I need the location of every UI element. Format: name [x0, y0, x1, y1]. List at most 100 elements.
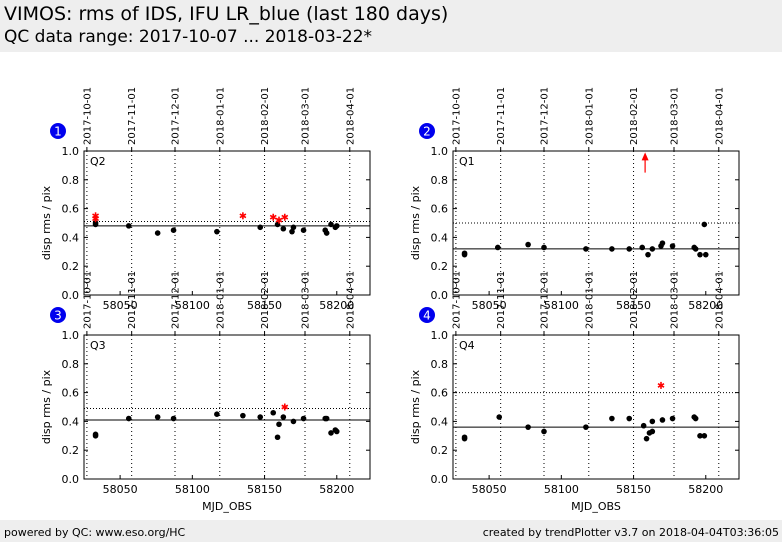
data-point — [328, 430, 334, 436]
panel-number-badge — [50, 123, 66, 139]
outlier-stroke — [281, 404, 289, 410]
panel-number-badge — [419, 123, 435, 139]
outlier-marker — [275, 216, 283, 224]
trend-plot: 2017-10-01 2017-11-01 2017-12-01 2018-01-01… — [40, 87, 740, 513]
x-tick-label: 58200 — [688, 483, 723, 496]
data-point — [649, 418, 656, 425]
date-tick-label: 2018-04-01 — [714, 271, 725, 329]
data-point — [300, 227, 307, 233]
y-tick-label: 0.8 — [431, 358, 449, 371]
date-tick-label: 2018-02-01 — [260, 87, 271, 145]
outlier-stroke — [275, 217, 283, 223]
y-tick-label: 0.4 — [431, 415, 449, 428]
data-point — [640, 422, 647, 429]
data-point — [289, 228, 295, 235]
x-tick-label: 58050 — [103, 483, 138, 496]
y-axis-label: disp rms / pix — [40, 369, 53, 444]
data-point — [702, 251, 709, 258]
outlier-stroke — [269, 214, 277, 220]
data-point — [645, 251, 651, 258]
data-point — [170, 415, 177, 422]
panel-label: Q2 — [90, 155, 106, 168]
y-tick-label: 1.0 — [431, 329, 449, 342]
data-point — [626, 246, 633, 252]
panel-1: 2017-10-01 2017-11-01 2017-12-01 2018-01-01… — [40, 87, 371, 312]
data-point — [697, 433, 703, 439]
date-tick-label: 2018-01-01 — [584, 271, 595, 329]
date-tick-label: 2018-01-01 — [215, 271, 226, 329]
data-point — [643, 435, 650, 442]
x-tick-label: 58100 — [175, 483, 210, 496]
data-point — [290, 224, 297, 231]
y-tick-label: 0.2 — [431, 444, 449, 457]
y-tick-label: 0.8 — [62, 174, 80, 187]
outlier-stroke — [239, 213, 247, 219]
data-point — [154, 414, 161, 420]
data-point — [214, 411, 220, 418]
footer-credit: powered by QC: www.eso.org/HC — [4, 526, 186, 539]
outlier-marker — [657, 381, 665, 389]
y-tick-label: 0.0 — [62, 473, 80, 486]
data-point — [639, 244, 646, 251]
data-point — [541, 244, 547, 251]
x-tick-label: 58150 — [616, 483, 651, 496]
data-point — [333, 428, 340, 435]
data-point — [125, 415, 132, 422]
data-point — [692, 415, 699, 422]
y-tick-label: 0.6 — [62, 203, 80, 216]
data-point — [154, 230, 161, 236]
y-tick-label: 0.0 — [62, 289, 80, 302]
y-tick-label: 0.0 — [431, 289, 449, 302]
outlier-marker — [239, 212, 247, 220]
y-tick-label: 0.6 — [431, 387, 449, 400]
date-tick-label: 2018-03-01 — [670, 87, 681, 145]
panel-number-badge — [419, 307, 435, 323]
data-point — [257, 224, 264, 231]
data-point — [92, 431, 99, 438]
x-tick-label: 58200 — [688, 299, 723, 312]
date-tick-label: 2017-12-01 — [540, 87, 551, 145]
y-tick-label: 0.8 — [62, 358, 80, 371]
outlier-marker — [92, 212, 99, 220]
outlier-stroke — [657, 382, 665, 388]
outlier-stroke — [92, 213, 99, 219]
data-point — [525, 424, 531, 430]
y-tick-label: 0.4 — [62, 231, 80, 244]
outlier-marker — [269, 213, 277, 221]
panel-label: Q4 — [459, 339, 475, 352]
panel-label: Q1 — [459, 155, 475, 168]
header: VIMOS: rms of IDS, IFU LR_blue (last 180… — [0, 0, 782, 52]
x-tick-label: 58100 — [175, 299, 210, 312]
data-point — [697, 251, 703, 258]
x-axis-label: MJD_OBS — [202, 500, 252, 513]
date-tick-label: 2017-11-01 — [496, 87, 507, 145]
panel-3: 2017-10-01 2017-11-01 2017-12-01 2018-01-01… — [40, 271, 371, 513]
data-point — [461, 250, 468, 257]
y-tick-label: 0.8 — [431, 174, 449, 187]
plot-frame — [83, 334, 371, 480]
date-tick-label: 2018-01-01 — [584, 87, 595, 145]
data-point — [525, 241, 531, 248]
x-tick-label: 58150 — [247, 483, 282, 496]
data-point — [276, 421, 282, 428]
data-point — [669, 243, 676, 249]
date-tick-label: 2018-02-01 — [629, 87, 640, 145]
page-subtitle: QC data range: 2017-10-07 ... 2018-03-22… — [4, 27, 373, 47]
panel-2: 2017-10-01 2017-11-01 2017-12-01 2018-01-01… — [409, 87, 740, 312]
date-tick-label: 2018-01-01 — [215, 87, 226, 145]
data-point — [92, 220, 99, 226]
panel-4: 2017-10-01 2017-11-01 2017-12-01 2018-01-01… — [409, 271, 740, 513]
x-tick-label: 58150 — [616, 299, 651, 312]
data-point — [280, 414, 287, 420]
data-point — [649, 428, 656, 435]
data-point — [609, 246, 615, 252]
data-point — [461, 434, 468, 441]
date-tick-label: 2017-10-01 — [82, 87, 93, 145]
x-tick-label: 58050 — [472, 483, 507, 496]
x-tick-label: 58050 — [103, 299, 138, 312]
data-point — [323, 230, 330, 236]
date-tick-label: 2018-03-01 — [301, 87, 312, 145]
data-point — [583, 246, 589, 252]
data-point — [626, 415, 633, 422]
data-point — [496, 414, 503, 420]
